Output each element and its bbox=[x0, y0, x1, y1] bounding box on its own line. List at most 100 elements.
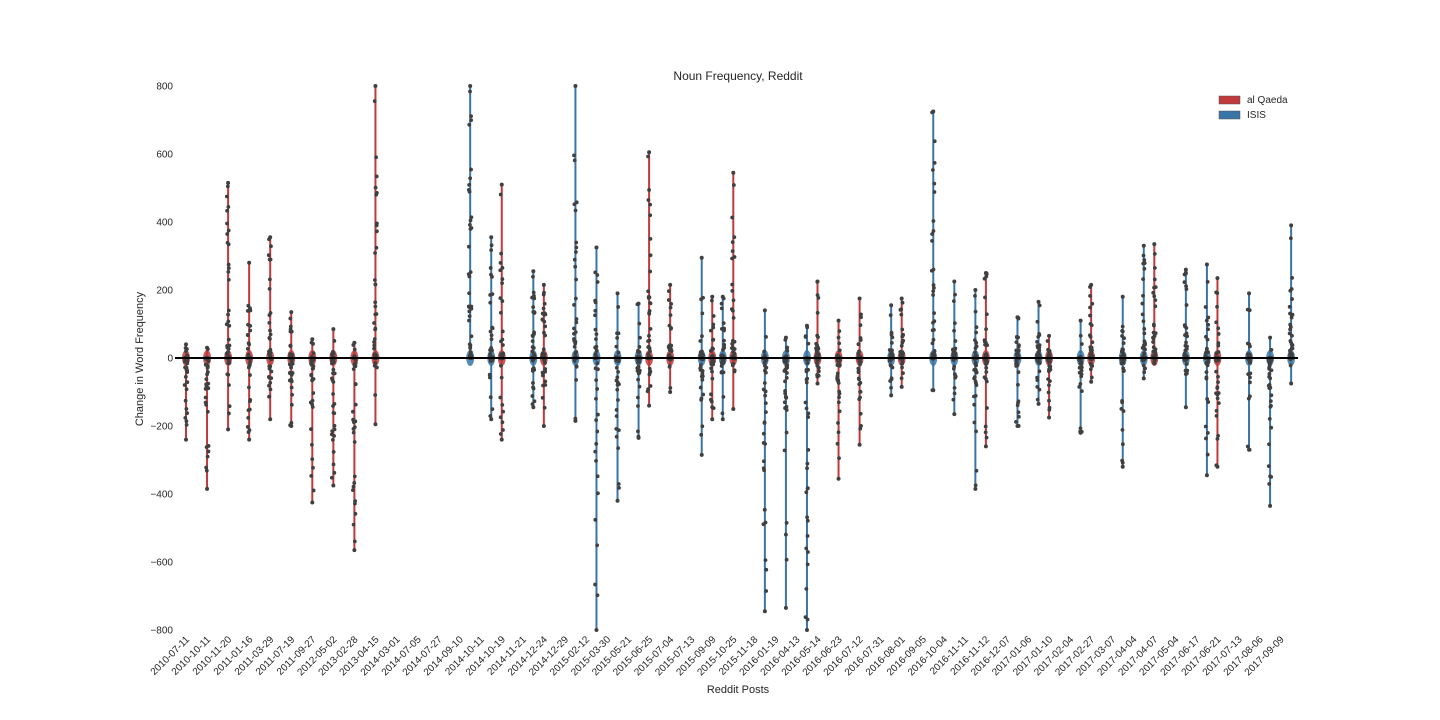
data-dot bbox=[1077, 370, 1082, 375]
data-dot bbox=[310, 402, 315, 407]
data-dot bbox=[353, 499, 358, 503]
data-dot bbox=[783, 391, 788, 396]
strip-isis bbox=[929, 109, 938, 393]
data-dot bbox=[857, 377, 861, 382]
data-dot bbox=[500, 277, 505, 281]
strip-isis bbox=[1076, 318, 1085, 435]
data-dot bbox=[469, 118, 474, 123]
data-dot bbox=[952, 347, 957, 352]
data-dot bbox=[617, 485, 621, 490]
data-dot bbox=[594, 418, 599, 423]
data-dot bbox=[468, 176, 473, 181]
data-dot bbox=[647, 308, 652, 313]
data-dot bbox=[805, 515, 810, 520]
data-dot bbox=[784, 532, 788, 537]
data-dot bbox=[1119, 406, 1124, 411]
extreme-dot bbox=[1152, 242, 1157, 247]
data-dot bbox=[730, 240, 735, 245]
data-dot bbox=[226, 354, 231, 358]
data-dot bbox=[206, 386, 211, 391]
data-dot bbox=[489, 272, 493, 277]
data-dot bbox=[805, 361, 810, 366]
data-dot bbox=[595, 387, 599, 391]
data-dot bbox=[972, 420, 977, 425]
data-dot bbox=[332, 371, 337, 376]
data-dot bbox=[1120, 442, 1125, 447]
data-dot bbox=[698, 368, 703, 372]
strip-isis bbox=[613, 291, 622, 503]
data-dot bbox=[490, 407, 495, 412]
extreme-dot bbox=[952, 279, 957, 284]
data-dot bbox=[309, 442, 314, 447]
data-dot bbox=[574, 277, 578, 282]
data-dot bbox=[614, 378, 619, 383]
data-dot bbox=[1122, 336, 1126, 341]
extreme-dot bbox=[699, 255, 704, 260]
data-dot bbox=[931, 229, 936, 233]
data-dot bbox=[206, 449, 211, 454]
data-dot bbox=[1079, 365, 1084, 370]
data-dot bbox=[1205, 279, 1210, 284]
data-dot bbox=[1016, 344, 1021, 349]
data-dot bbox=[1214, 369, 1219, 374]
data-dot bbox=[762, 420, 767, 425]
data-dot bbox=[1248, 371, 1253, 376]
data-dot bbox=[1122, 353, 1126, 358]
extreme-dot bbox=[899, 296, 904, 301]
legend-label-al-qaeda: al Qaeda bbox=[1247, 95, 1288, 106]
extreme-dot bbox=[268, 235, 273, 240]
data-dot bbox=[1079, 342, 1084, 346]
data-dot bbox=[899, 376, 904, 381]
data-dot bbox=[930, 328, 935, 333]
data-dot bbox=[1077, 385, 1082, 389]
data-dot bbox=[573, 296, 578, 301]
data-dot bbox=[1035, 375, 1039, 380]
data-dot bbox=[1290, 352, 1294, 356]
data-dot bbox=[500, 281, 504, 286]
data-dot bbox=[351, 427, 356, 431]
data-dot bbox=[1087, 333, 1092, 338]
data-dot bbox=[1268, 474, 1273, 479]
extreme-dot bbox=[1120, 464, 1125, 469]
strip-isis bbox=[1266, 335, 1275, 508]
data-dot bbox=[1204, 376, 1209, 381]
extreme-dot bbox=[373, 84, 378, 88]
extreme-dot bbox=[857, 442, 862, 447]
data-dot bbox=[784, 396, 788, 400]
data-dot bbox=[1216, 374, 1220, 379]
data-dot bbox=[267, 383, 271, 388]
data-dot bbox=[814, 348, 819, 353]
data-dot bbox=[1036, 344, 1041, 349]
data-dot bbox=[541, 383, 545, 388]
extreme-dot bbox=[1089, 379, 1094, 384]
data-dot bbox=[973, 346, 978, 351]
extreme-dot bbox=[247, 437, 252, 442]
data-dot bbox=[837, 341, 842, 346]
data-dot bbox=[245, 346, 250, 351]
data-dot bbox=[248, 323, 253, 328]
data-dot bbox=[268, 311, 273, 315]
data-dot bbox=[668, 305, 673, 310]
data-dot bbox=[785, 363, 790, 368]
data-dot bbox=[1153, 347, 1158, 352]
extreme-dot bbox=[710, 294, 715, 299]
data-dot bbox=[531, 346, 536, 350]
data-dot bbox=[1079, 389, 1084, 394]
data-dot bbox=[574, 350, 579, 354]
data-dot bbox=[490, 326, 495, 331]
data-dot bbox=[763, 401, 768, 406]
data-dot bbox=[469, 226, 474, 230]
data-dot bbox=[1120, 427, 1125, 432]
data-dot bbox=[596, 367, 600, 372]
data-dot bbox=[1266, 464, 1271, 469]
data-dot bbox=[1121, 341, 1126, 345]
data-dot bbox=[722, 342, 727, 347]
extreme-dot bbox=[931, 109, 936, 114]
strip-al-qaeda bbox=[497, 182, 506, 442]
data-dot bbox=[983, 295, 987, 300]
strip-al-qaeda bbox=[245, 260, 254, 442]
data-dot bbox=[1142, 327, 1147, 331]
data-dot bbox=[467, 342, 472, 347]
data-dot bbox=[648, 301, 653, 306]
data-dot bbox=[373, 304, 378, 309]
